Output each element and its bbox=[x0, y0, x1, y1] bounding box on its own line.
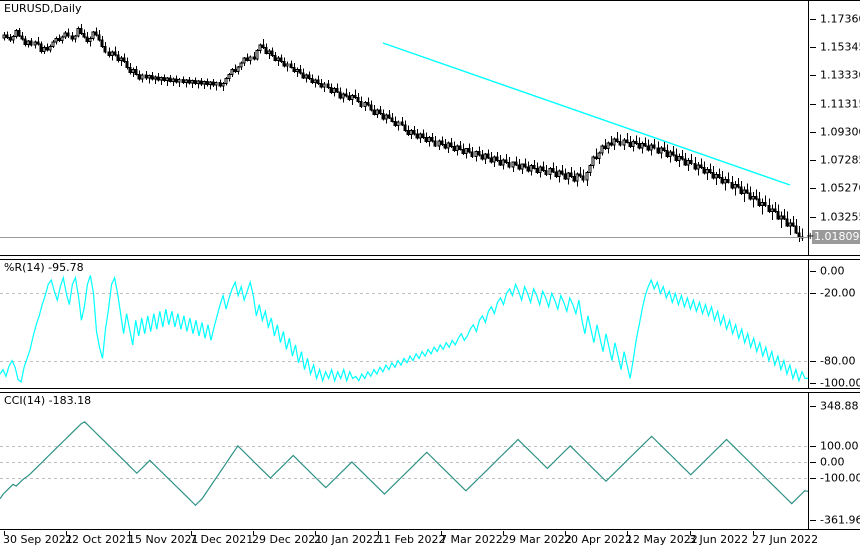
price-pane: EURUSD,Daily 1.01809 + bbox=[0, 0, 860, 256]
wpr-axis-tick bbox=[810, 271, 816, 272]
cci-axis-label: 0.00 bbox=[820, 455, 845, 469]
price-value-axis[interactable] bbox=[808, 0, 809, 256]
wpr-axis-label: -20.00 bbox=[820, 286, 856, 300]
cci-axis-label: 100.00 bbox=[820, 439, 859, 453]
wpr-pane-top-border bbox=[0, 259, 860, 260]
wpr-axis-label: -80.00 bbox=[820, 354, 856, 368]
time-axis-label: 12 May 2022 bbox=[626, 533, 698, 546]
cci-axis-tick bbox=[810, 446, 816, 447]
cci-axis-tick bbox=[810, 462, 816, 463]
price-plot-area[interactable] bbox=[0, 0, 808, 256]
price-axis-label: 1.13330 bbox=[820, 68, 860, 82]
time-axis-label: 7 Dec 2021 bbox=[190, 533, 254, 546]
time-axis-label: 11 Feb 2022 bbox=[377, 533, 446, 546]
cci-pane: CCI(14) -183.18 bbox=[0, 392, 860, 530]
time-axis-tick bbox=[441, 531, 442, 535]
cci-pane-top-border bbox=[0, 392, 860, 393]
price-axis-tick bbox=[810, 75, 816, 76]
price-candles-svg bbox=[2, 23, 804, 242]
price-pane-bottom-border bbox=[0, 255, 860, 256]
price-pane-top-border bbox=[0, 0, 860, 1]
wpr-axis-tick bbox=[810, 383, 816, 384]
wpr-axis-label: -100.00 bbox=[820, 376, 860, 390]
wpr-axis-tick bbox=[810, 361, 816, 362]
time-axis-label: 20 Jan 2022 bbox=[314, 533, 380, 546]
current-price-tag: 1.01809 bbox=[812, 229, 860, 244]
current-price-marker-icon: + bbox=[806, 230, 815, 242]
price-axis-tick bbox=[810, 104, 816, 105]
cci-plot-area[interactable] bbox=[0, 392, 808, 530]
price-axis-tick bbox=[810, 217, 816, 218]
wpr-pane: %R(14) -95.78 bbox=[0, 259, 860, 389]
time-axis-tick bbox=[253, 531, 254, 535]
time-axis-label: 3 Jun 2022 bbox=[689, 533, 749, 546]
time-axis-tick bbox=[690, 531, 691, 535]
cci-axis-tick bbox=[810, 478, 816, 479]
price-axis-label: 1.05270 bbox=[820, 181, 860, 195]
price-axis-label: 1.17360 bbox=[820, 12, 860, 26]
time-axis-tick bbox=[378, 531, 379, 535]
time-axis-label: 27 Jun 2022 bbox=[752, 533, 819, 546]
time-axis-tick bbox=[503, 531, 504, 535]
time-axis-label: 29 Mar 2022 bbox=[502, 533, 572, 546]
wpr-pane-title: %R(14) -95.78 bbox=[4, 261, 84, 274]
price-axis-tick bbox=[810, 47, 816, 48]
wpr-plot-area[interactable] bbox=[0, 259, 808, 389]
cci-indicator-svg bbox=[0, 421, 808, 507]
cci-axis-label: 348.88 bbox=[820, 399, 859, 413]
time-axis-tick bbox=[315, 531, 316, 535]
cci-pane-title: CCI(14) -183.18 bbox=[4, 394, 92, 407]
cci-axis-label: -361.96 bbox=[820, 513, 860, 527]
time-axis-tick bbox=[4, 531, 5, 535]
price-axis-tick bbox=[810, 19, 816, 20]
time-axis-tick bbox=[627, 531, 628, 535]
price-axis-tick bbox=[810, 160, 816, 161]
wpr-axis-tick bbox=[810, 293, 816, 294]
time-axis-label: 15 Nov 2021 bbox=[128, 533, 199, 546]
price-axis-label: 1.11315 bbox=[820, 97, 860, 111]
cci-axis-label: -100.00 bbox=[820, 471, 860, 485]
price-axis-label: 1.09300 bbox=[820, 125, 860, 139]
time-axis-label: 22 Oct 2021 bbox=[65, 533, 134, 546]
time-axis-tick bbox=[66, 531, 67, 535]
time-axis-tick bbox=[565, 531, 566, 535]
price-axis-tick bbox=[810, 188, 816, 189]
price-axis-label: 1.03255 bbox=[820, 210, 860, 224]
time-axis-tick bbox=[191, 531, 192, 535]
cci-axis-tick bbox=[810, 520, 816, 521]
wpr-pane-bottom-border bbox=[0, 388, 860, 389]
wpr-value-axis[interactable] bbox=[808, 259, 809, 389]
price-pane-title: EURUSD,Daily bbox=[4, 2, 82, 15]
wpr-indicator-svg bbox=[0, 275, 808, 383]
cci-axis-tick bbox=[810, 406, 816, 407]
time-axis-tick bbox=[129, 531, 130, 535]
time-axis-label: 29 Dec 2021 bbox=[252, 533, 323, 546]
time-axis-label: 30 Sep 2021 bbox=[3, 533, 73, 546]
time-axis-label: 7 Mar 2022 bbox=[440, 533, 503, 546]
price-axis-tick bbox=[810, 132, 816, 133]
cci-value-axis[interactable] bbox=[808, 392, 809, 530]
time-axis-tick bbox=[753, 531, 754, 535]
current-price-line bbox=[0, 237, 808, 238]
price-axis-label: 1.15345 bbox=[820, 40, 860, 54]
time-axis-label: 20 Apr 2022 bbox=[564, 533, 633, 546]
wpr-axis-label: 0.00 bbox=[820, 264, 845, 278]
price-axis-label: 1.07285 bbox=[820, 153, 860, 167]
cci-pane-bottom-border bbox=[0, 529, 860, 530]
